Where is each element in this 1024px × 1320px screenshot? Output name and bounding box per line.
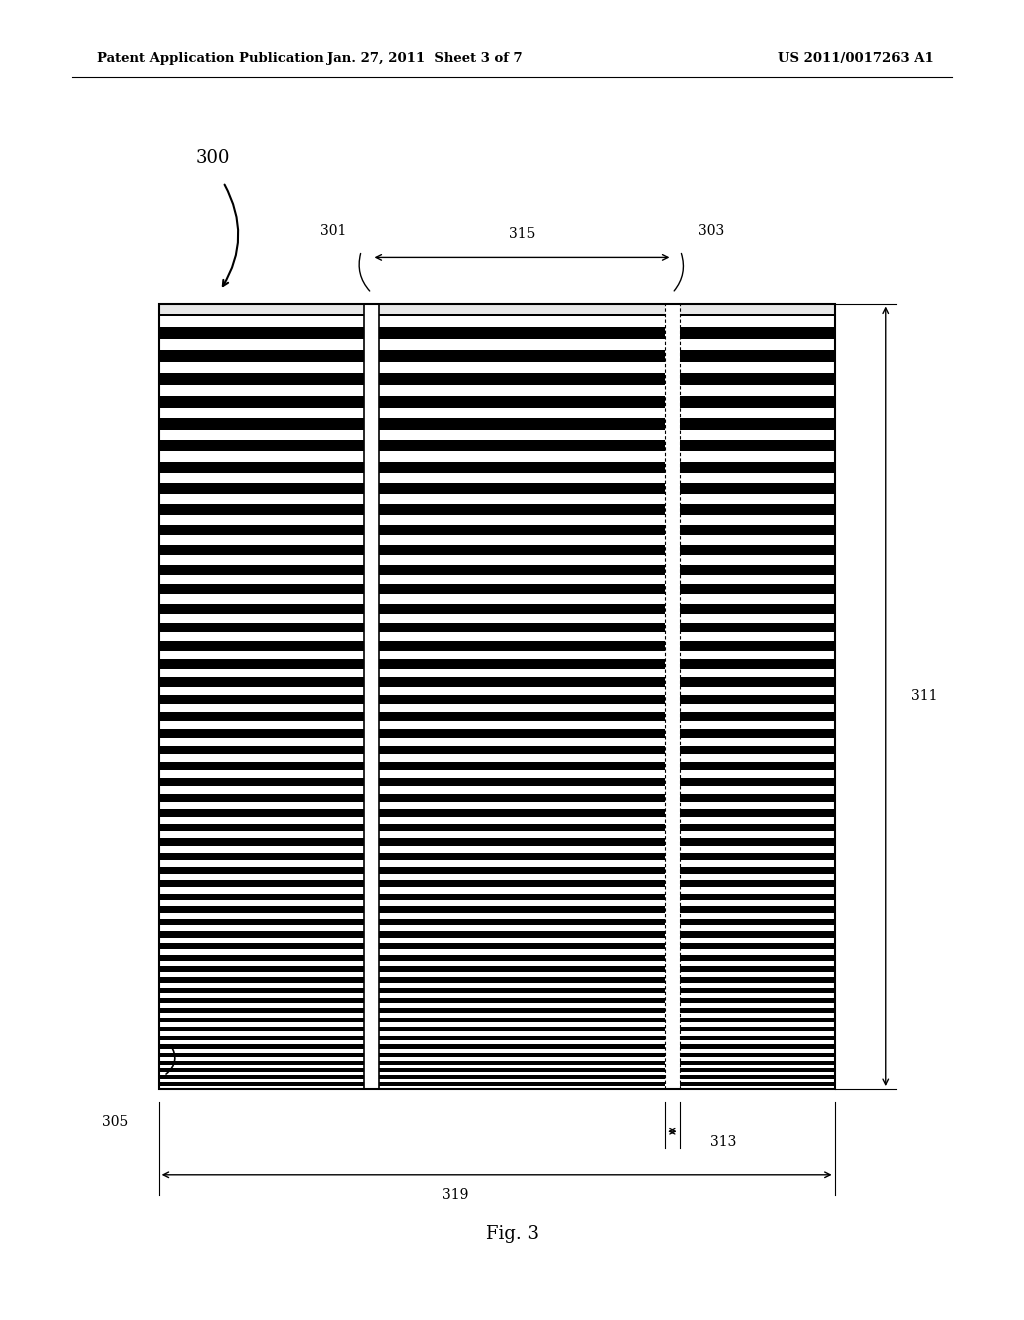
Bar	[159, 853, 835, 859]
Bar	[159, 998, 835, 1003]
Text: Fig. 3: Fig. 3	[485, 1225, 539, 1243]
Bar	[159, 1060, 835, 1064]
Bar	[159, 623, 835, 632]
Text: 305: 305	[101, 1115, 128, 1129]
Text: Patent Application Publication: Patent Application Publication	[97, 51, 324, 65]
Bar	[159, 713, 835, 721]
Bar	[159, 987, 835, 993]
Bar	[365, 304, 379, 1089]
Text: 300: 300	[196, 149, 230, 168]
Bar	[159, 483, 835, 494]
Text: 301: 301	[319, 224, 346, 238]
Bar	[159, 944, 835, 949]
Bar	[159, 304, 835, 315]
Bar	[159, 304, 835, 314]
Bar	[159, 729, 835, 738]
Bar	[159, 746, 835, 754]
Bar	[159, 777, 835, 787]
Bar	[159, 977, 835, 982]
Bar	[159, 1052, 835, 1057]
Bar	[159, 351, 835, 363]
Bar	[159, 462, 835, 473]
Bar	[159, 696, 835, 704]
Bar	[159, 677, 835, 686]
Bar	[159, 304, 835, 1089]
Bar	[159, 919, 835, 925]
Bar	[159, 1018, 835, 1023]
Bar	[159, 642, 835, 651]
Bar	[159, 966, 835, 972]
Text: 315: 315	[509, 227, 536, 240]
Bar	[159, 762, 835, 771]
Bar	[159, 793, 835, 801]
Bar	[159, 304, 835, 1089]
Bar	[159, 396, 835, 408]
Bar	[159, 603, 835, 614]
Text: 311: 311	[911, 689, 938, 704]
Bar	[159, 1036, 835, 1040]
Bar	[159, 327, 835, 339]
Bar	[159, 880, 835, 887]
Text: US 2011/0017263 A1: US 2011/0017263 A1	[778, 51, 934, 65]
Bar	[159, 524, 835, 535]
Bar	[159, 824, 835, 832]
Bar	[159, 932, 835, 937]
Bar	[159, 1068, 835, 1072]
Text: Jan. 27, 2011  Sheet 3 of 7: Jan. 27, 2011 Sheet 3 of 7	[327, 51, 523, 65]
Bar	[159, 585, 835, 594]
Bar	[159, 545, 835, 556]
Bar	[159, 1027, 835, 1031]
Bar	[159, 838, 835, 846]
Bar	[159, 867, 835, 874]
Bar	[159, 565, 835, 576]
Bar	[159, 1008, 835, 1012]
Text: 303: 303	[698, 224, 724, 238]
Bar	[159, 1082, 835, 1086]
Bar	[159, 809, 835, 817]
Bar	[159, 504, 835, 515]
Bar	[666, 304, 680, 1089]
Bar	[159, 894, 835, 900]
Bar	[159, 660, 835, 669]
Bar	[159, 954, 835, 961]
Text: 313: 313	[711, 1135, 736, 1148]
Text: 319: 319	[442, 1188, 469, 1201]
Bar	[159, 418, 835, 430]
Bar	[159, 1076, 835, 1078]
Bar	[159, 440, 835, 451]
Bar	[159, 907, 835, 913]
Bar	[159, 1044, 835, 1048]
Bar	[159, 374, 835, 385]
